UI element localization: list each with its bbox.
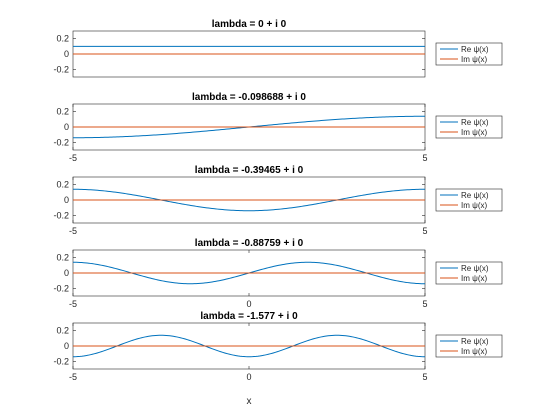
y-tick-label: -0.2	[53, 283, 69, 293]
y-tick-label: 0.2	[56, 107, 69, 117]
legend-label: Im ψ(x)	[461, 128, 487, 137]
legend-label: Im ψ(x)	[461, 201, 487, 210]
x-tick-label: 0	[246, 299, 251, 309]
x-tick-label: 5	[422, 372, 427, 382]
y-tick-label: 0.2	[56, 326, 69, 336]
legend-label: Im ψ(x)	[461, 347, 487, 356]
x-tick-label: -5	[69, 372, 77, 382]
y-tick-label: -0.2	[53, 137, 69, 147]
y-tick-label: 0	[64, 195, 69, 205]
series-line-re-psi	[72, 334, 426, 358]
y-tick-label: 0	[64, 268, 69, 278]
chart-title: lambda = -0.098688 + i 0	[192, 92, 306, 103]
legend-label: Re ψ(x)	[461, 45, 489, 54]
x-tick-label: -5	[69, 153, 77, 163]
y-tick-label: 0.2	[56, 253, 69, 263]
x-tick-label: 5	[422, 299, 427, 309]
y-tick-label: 0.2	[56, 34, 69, 44]
chart-title: lambda = -1.577 + i 0	[200, 311, 298, 322]
x-tick-label: 5	[422, 153, 427, 163]
x-tick-label: -5	[69, 299, 77, 309]
legend-label: Re ψ(x)	[461, 191, 489, 200]
chart-title: lambda = 0 + i 0	[212, 19, 287, 30]
y-tick-label: 0.2	[56, 180, 69, 190]
x-axis-label: x	[247, 396, 252, 407]
y-tick-label: -0.2	[53, 64, 69, 74]
y-tick-label: 0	[64, 49, 69, 59]
legend-label: Im ψ(x)	[461, 55, 487, 64]
series-line-re-psi	[73, 188, 425, 212]
x-tick-label: 5	[422, 226, 427, 236]
x-tick-label: 0	[246, 372, 251, 382]
legend-label: Re ψ(x)	[461, 118, 489, 127]
y-tick-label: -0.2	[53, 210, 69, 220]
y-tick-label: 0	[64, 341, 69, 351]
legend-label: Im ψ(x)	[461, 274, 487, 283]
chart-title: lambda = -0.39465 + i 0	[195, 165, 304, 176]
y-tick-label: -0.2	[53, 356, 69, 366]
x-tick-label: -5	[69, 226, 77, 236]
y-tick-label: 0	[64, 122, 69, 132]
chart-title: lambda = -0.88759 + i 0	[195, 238, 304, 249]
legend-label: Re ψ(x)	[461, 337, 489, 346]
legend-label: Re ψ(x)	[461, 264, 489, 273]
